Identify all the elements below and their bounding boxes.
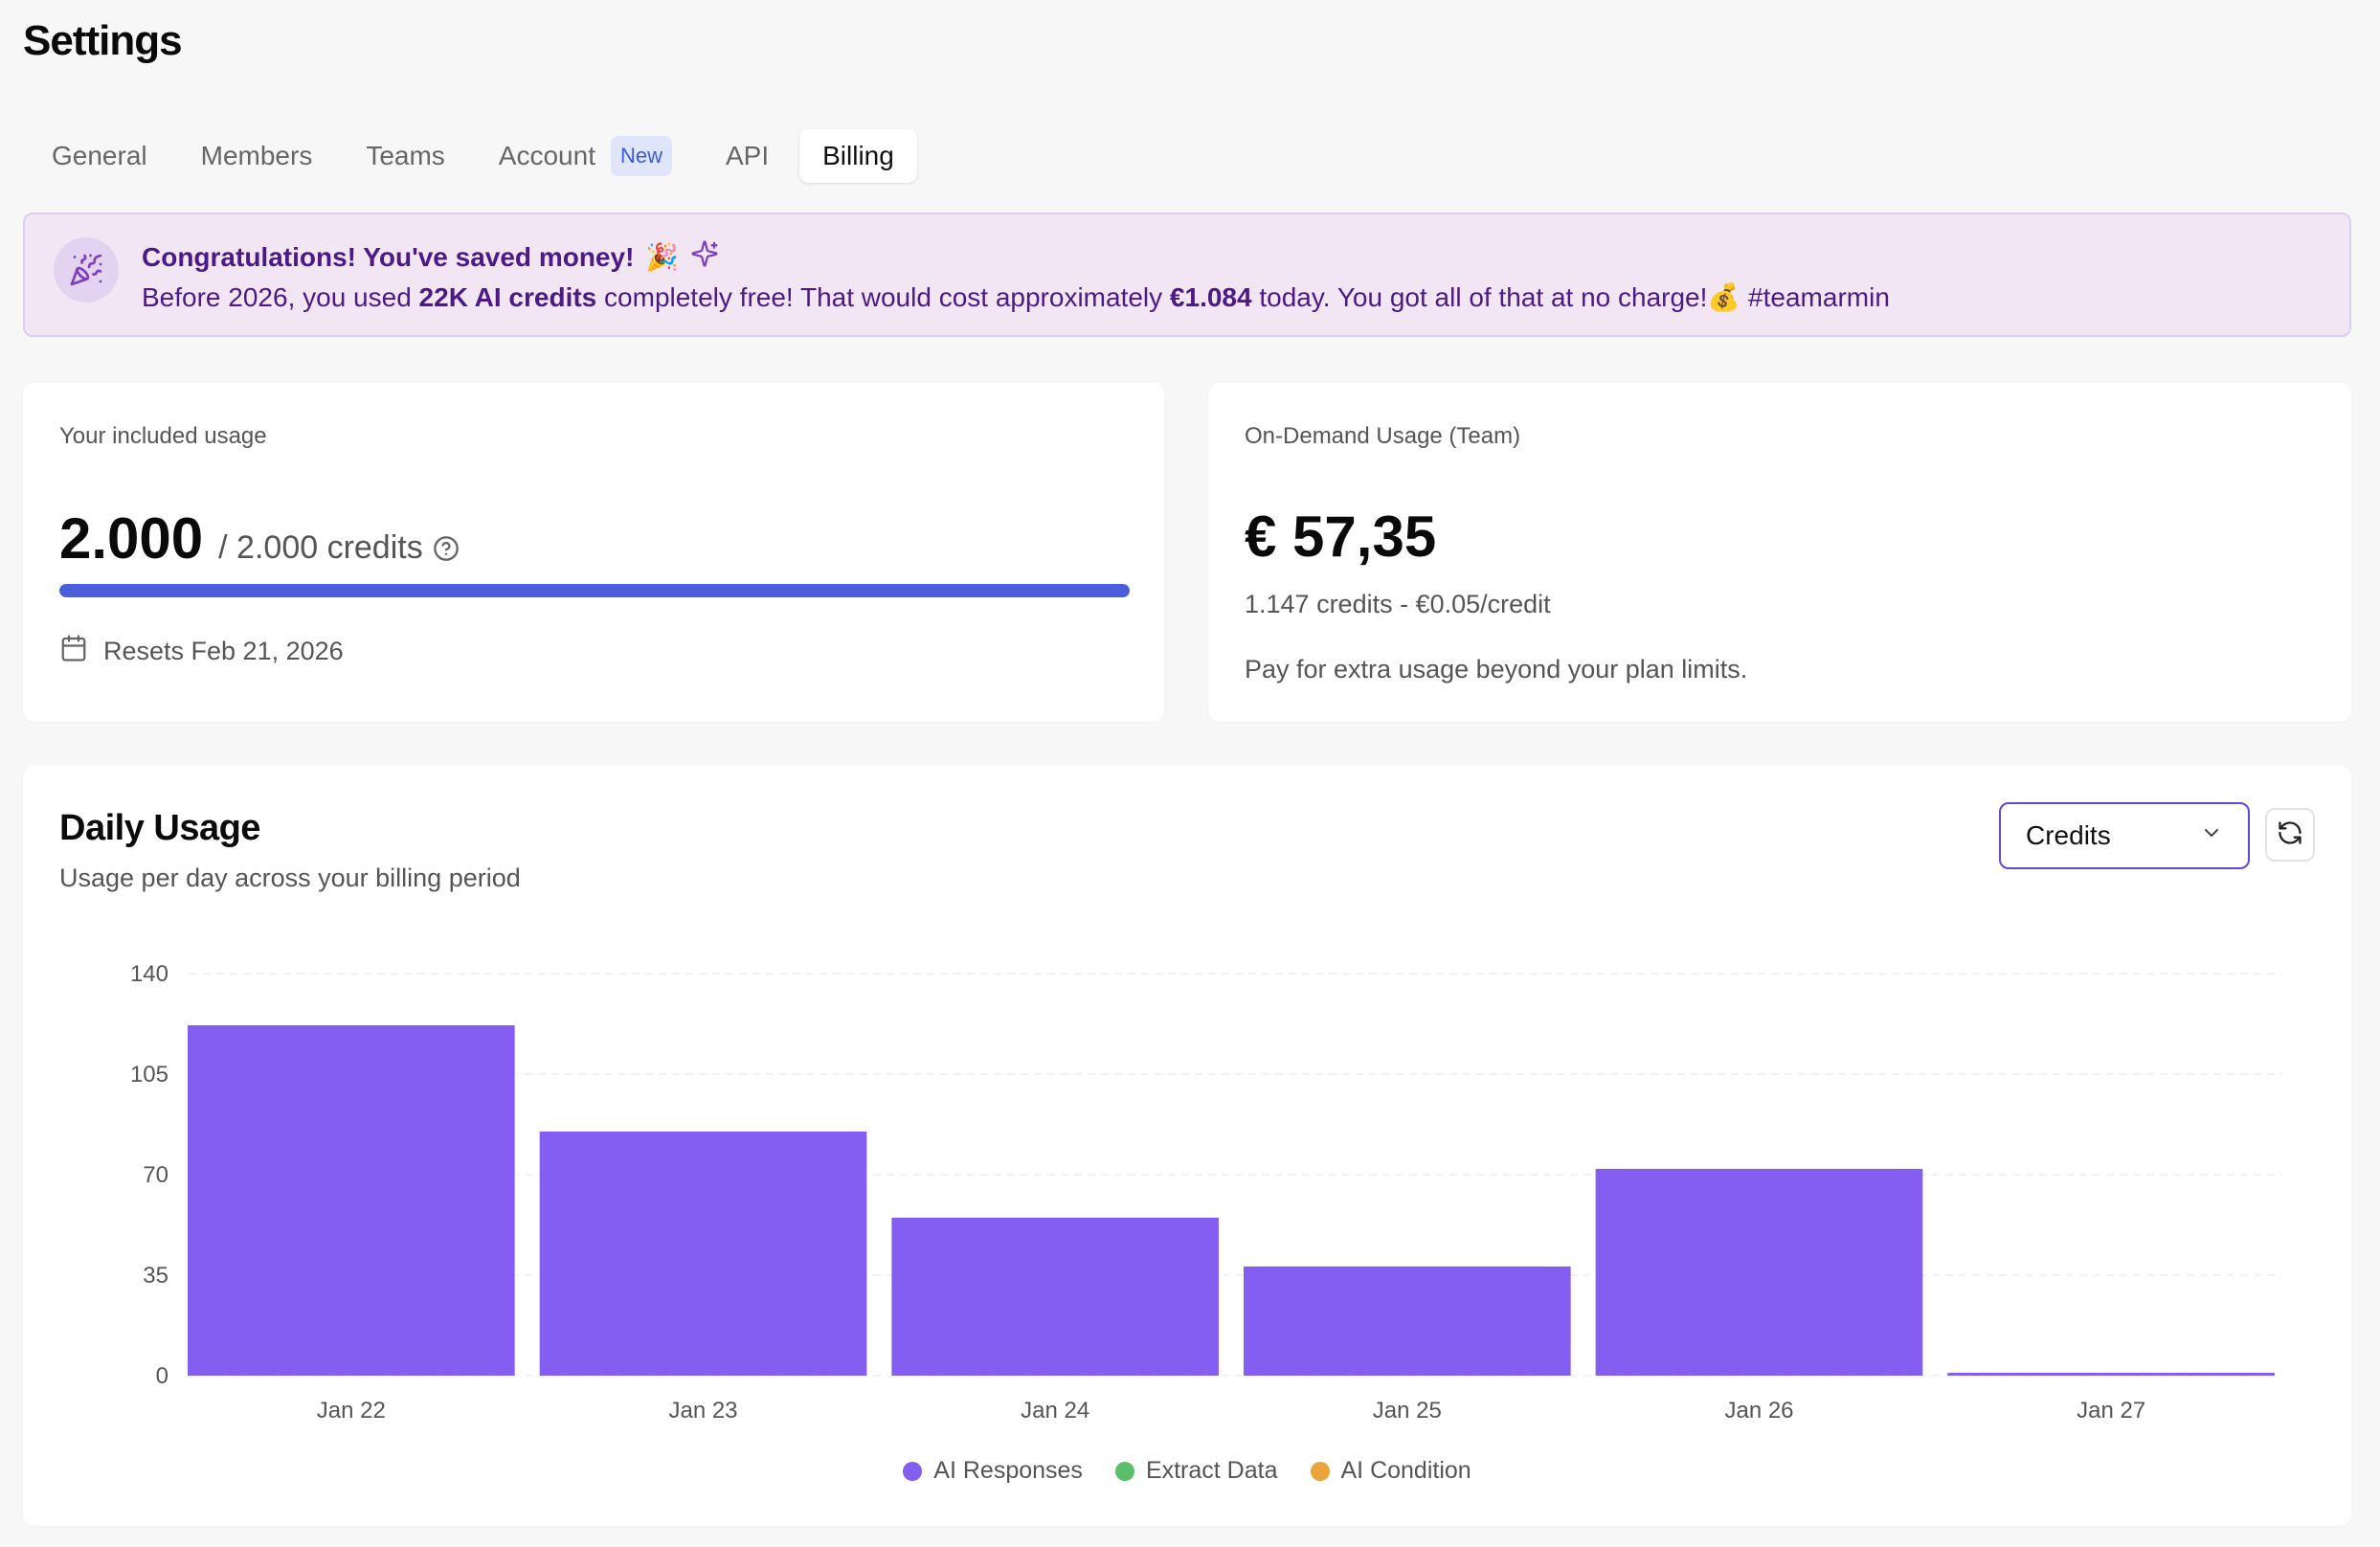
banner-cost-amount: €1.084 (1169, 282, 1252, 312)
x-tick-label: Jan 27 (2077, 1398, 2145, 1424)
legend-item[interactable]: AI Condition (1310, 1457, 1471, 1485)
legend-label: Extract Data (1145, 1457, 1278, 1484)
on-demand-label: On-Demand Usage (Team) (1245, 423, 1521, 449)
y-tick-label: 0 (156, 1363, 168, 1389)
tab-label: Account (498, 141, 595, 170)
total-credits: / 2.000 credits (218, 529, 460, 567)
bar-ai-responses[interactable] (1244, 1267, 1571, 1376)
on-demand-usage-card: On-Demand Usage (Team) € 57,35 1.147 cre… (1208, 383, 2351, 722)
banner-text-part: completely free! That would cost approxi… (596, 282, 1170, 312)
tab-label: API (725, 141, 770, 170)
tab-api[interactable]: API (703, 129, 792, 183)
settings-tabs: General Members Teams Account New API Bi… (29, 124, 917, 188)
legend-item[interactable]: Extract Data (1114, 1457, 1278, 1485)
bar-ai-responses[interactable] (188, 1025, 515, 1376)
banner-credits-amount: 22K AI credits (418, 282, 597, 312)
party-emoji: 🎉 (645, 242, 680, 272)
banner-text-part: Before 2026, you used (142, 282, 419, 312)
refresh-icon (2277, 819, 2303, 851)
tab-label: Billing (822, 141, 894, 170)
included-usage-amount: 2.000 / 2.000 credits (59, 505, 460, 572)
y-tick-label: 70 (143, 1162, 168, 1188)
banner-text: Before 2026, you used 22K AI credits com… (142, 281, 1890, 313)
banner-hashtag: #teamarmin (1740, 282, 1890, 312)
on-demand-amount: € 57,35 (1245, 504, 1437, 569)
included-usage-label: Your included usage (59, 423, 267, 449)
usage-progress-bar (59, 584, 1130, 597)
money-bag-emoji: 💰 (1707, 282, 1741, 312)
legend-dot (903, 1461, 923, 1481)
x-tick-label: Jan 22 (317, 1398, 386, 1424)
bar-ai-responses[interactable] (1947, 1373, 2275, 1376)
tab-label: Teams (366, 141, 445, 170)
y-tick-label: 140 (130, 961, 168, 987)
help-circle-icon[interactable] (433, 535, 460, 562)
tab-label: General (52, 141, 147, 170)
x-tick-label: Jan 23 (668, 1398, 737, 1424)
banner-title: Congratulations! You've saved money! 🎉 (142, 239, 719, 275)
total-credits-text: / 2.000 credits (218, 529, 423, 566)
refresh-button[interactable] (2265, 808, 2315, 862)
x-tick-label: Jan 24 (1021, 1398, 1089, 1424)
banner-text-part: today. You got all of that at no charge! (1251, 282, 1708, 312)
bar-ai-responses[interactable] (539, 1132, 867, 1376)
chevron-down-icon (2200, 820, 2223, 851)
on-demand-credits: 1.147 credits - €0.05/credit (1245, 590, 1551, 618)
tab-teams[interactable]: Teams (343, 129, 467, 183)
tab-billing[interactable]: Billing (799, 129, 917, 183)
used-credits-value: 2.000 (59, 506, 204, 571)
on-demand-description: Pay for extra usage beyond your plan lim… (1245, 655, 1748, 684)
legend-label: AI Responses (933, 1457, 1083, 1484)
new-badge: New (610, 136, 672, 176)
y-tick-label: 105 (130, 1062, 168, 1087)
tab-general[interactable]: General (29, 129, 170, 183)
included-usage-card: Your included usage 2.000 / 2.000 credit… (23, 383, 1164, 722)
daily-usage-card: Daily Usage Usage per day across your bi… (23, 766, 2351, 1526)
party-popper-icon (54, 237, 119, 303)
legend-label: AI Condition (1340, 1457, 1471, 1484)
tab-account[interactable]: Account New (476, 124, 695, 188)
metric-select[interactable]: Credits (1999, 802, 2250, 869)
resets-date: Resets Feb 21, 2026 (103, 637, 344, 665)
bar-ai-responses[interactable] (1595, 1169, 1923, 1376)
savings-banner: Congratulations! You've saved money! 🎉 B… (23, 213, 2351, 337)
daily-usage-chart: 0 35 70 105 140 Jan 22 Jan 23 Jan 24 Jan 25 Jan 2… (130, 961, 2282, 1424)
daily-usage-title: Daily Usage (59, 808, 260, 848)
bar-ai-responses[interactable] (891, 1218, 1219, 1376)
tab-members[interactable]: Members (178, 129, 336, 183)
daily-usage-subtitle: Usage per day across your billing period (59, 863, 521, 892)
sparkles-icon (690, 239, 719, 275)
banner-title-text: Congratulations! You've saved money! (142, 241, 635, 272)
calendar-icon (59, 634, 88, 669)
resets-info: Resets Feb 21, 2026 (59, 634, 344, 669)
x-tick-label: Jan 26 (1724, 1398, 1793, 1424)
legend-dot (1310, 1461, 1330, 1481)
y-tick-label: 35 (143, 1263, 168, 1289)
page-title: Settings (23, 17, 183, 64)
usage-progress-fill (59, 584, 1130, 597)
tab-label: Members (200, 141, 313, 170)
legend-dot (1114, 1461, 1134, 1481)
x-tick-label: Jan 25 (1373, 1398, 1442, 1424)
metric-select-value: Credits (2026, 820, 2111, 850)
chart-legend: AI Responses Extract Data AI Condition (23, 1457, 2351, 1485)
legend-item[interactable]: AI Responses (903, 1457, 1083, 1485)
